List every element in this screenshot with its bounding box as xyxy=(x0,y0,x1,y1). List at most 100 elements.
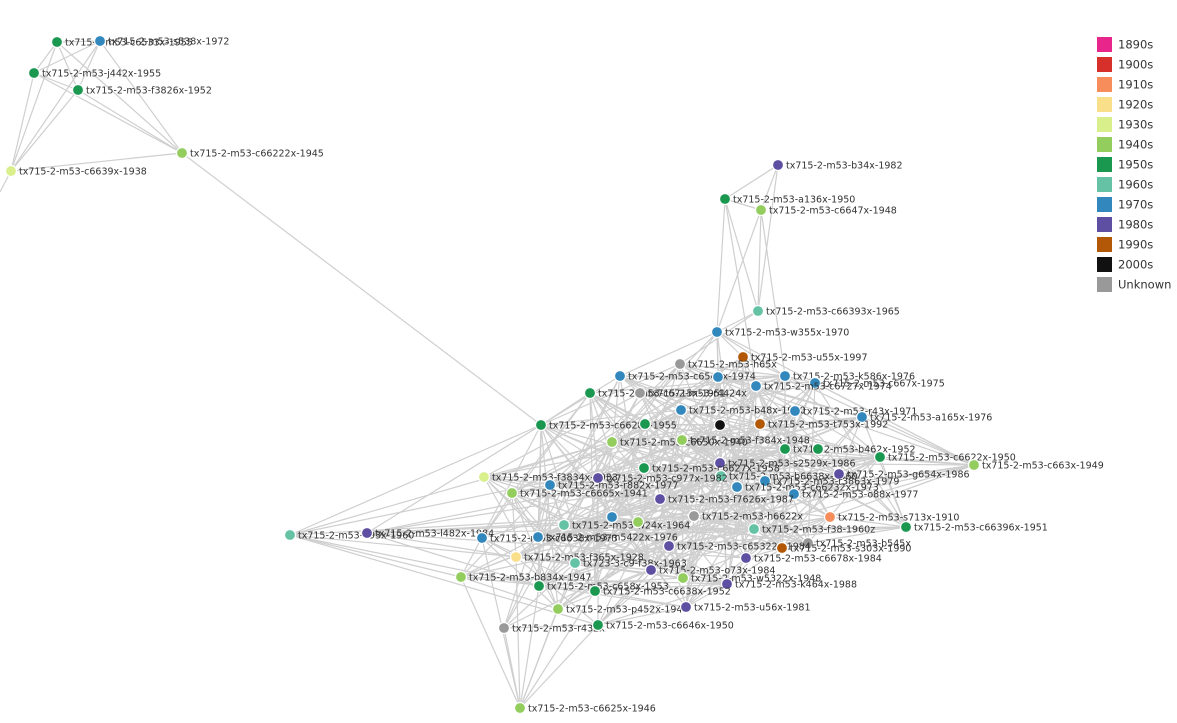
edge xyxy=(594,423,646,592)
edge xyxy=(549,484,661,500)
node-label: tx715-2-m53-c66396x-1951 xyxy=(914,523,1048,534)
edge xyxy=(659,498,809,544)
node-label: tx715-2-m53-f3826x-1952 xyxy=(86,86,212,97)
edge xyxy=(716,209,762,333)
edge xyxy=(759,423,881,458)
edge xyxy=(289,416,863,536)
edge xyxy=(755,385,809,544)
edge xyxy=(736,486,809,544)
edge xyxy=(460,576,596,592)
legend-label: 1970s xyxy=(1118,198,1153,212)
node xyxy=(718,192,732,206)
legend-label: 1960s xyxy=(1118,178,1153,192)
legend-swatch xyxy=(1097,117,1112,132)
node-label: tx715-2-m53-c6678x-1984 xyxy=(754,554,882,565)
legend-swatch xyxy=(1097,217,1112,232)
edge xyxy=(10,41,58,172)
edge xyxy=(807,526,907,544)
edge xyxy=(511,416,863,494)
node xyxy=(509,550,523,564)
node xyxy=(967,458,981,472)
edge xyxy=(716,331,786,377)
edge xyxy=(511,492,670,547)
edge xyxy=(10,89,79,172)
legend-label: 2000s xyxy=(1118,258,1153,272)
node-label: tx715-2-m53-w5322x-1948 xyxy=(691,574,821,585)
node xyxy=(679,600,693,614)
edge xyxy=(366,375,621,534)
edge xyxy=(682,516,831,579)
edge xyxy=(483,476,613,518)
edge xyxy=(619,375,719,378)
edge xyxy=(639,392,796,412)
node-label: tx715-2-m53-c977x-1982 xyxy=(606,474,728,485)
node xyxy=(568,556,582,570)
edge xyxy=(650,516,831,571)
node xyxy=(754,203,768,217)
node xyxy=(747,522,761,536)
node xyxy=(583,386,597,400)
legend: 1890s 1900s 1910s 1920s 1930s 1940s 1950s 1960s… xyxy=(1097,37,1171,292)
node xyxy=(899,520,913,534)
legend-swatch xyxy=(1097,177,1112,192)
edge xyxy=(515,556,521,709)
legend-swatch xyxy=(1097,37,1112,52)
node-label: tx715-2-m53-o73x-1984 xyxy=(659,566,775,577)
node-label: tx715-2-m53-c667x-1975 xyxy=(823,379,945,390)
legend-label: 1890s xyxy=(1118,38,1153,52)
node-label: tx715-2-m53-b48x-1970 xyxy=(689,406,806,417)
node xyxy=(753,417,767,431)
node xyxy=(50,35,64,49)
legend-swatch xyxy=(1097,137,1112,152)
edge xyxy=(540,424,613,518)
edge xyxy=(10,72,35,172)
edge xyxy=(685,583,728,608)
edge xyxy=(77,40,101,91)
edge xyxy=(540,392,591,426)
edge xyxy=(764,480,831,518)
edge xyxy=(611,424,721,443)
edge xyxy=(757,209,762,312)
edge xyxy=(574,515,695,564)
edge xyxy=(10,152,183,172)
edge xyxy=(659,439,683,500)
edge xyxy=(538,493,795,587)
node xyxy=(283,528,297,542)
node-label: tx715-2-m53-s538x-1972 xyxy=(108,37,229,48)
edge xyxy=(574,545,670,564)
edge xyxy=(589,375,786,394)
node xyxy=(505,486,519,500)
edge xyxy=(511,441,613,494)
node xyxy=(477,470,491,484)
edge xyxy=(33,72,79,91)
edge xyxy=(511,492,596,592)
edge xyxy=(511,448,819,494)
edge xyxy=(481,392,591,539)
node xyxy=(739,551,753,565)
legend-swatch xyxy=(1097,57,1112,72)
edge xyxy=(742,356,786,377)
edge xyxy=(611,423,646,518)
edge xyxy=(540,409,682,426)
edge xyxy=(611,376,719,518)
node xyxy=(736,350,750,364)
node xyxy=(638,417,652,431)
node-label: tx715-2-m53-a93x-1960 xyxy=(298,531,414,542)
edge xyxy=(511,492,661,500)
edge xyxy=(56,41,183,154)
node-label: tx715-2-m53-s2529x-1986 xyxy=(728,459,856,470)
legend-label: 1910s xyxy=(1118,78,1153,92)
edge xyxy=(680,409,761,425)
node-label: tx715-2-m53-s303x-1990 xyxy=(790,544,911,555)
edge xyxy=(537,441,613,538)
edge xyxy=(537,536,540,587)
edge xyxy=(611,416,863,443)
edge xyxy=(574,441,613,564)
node-label: tx715-2-m53-k464x-1988 xyxy=(735,580,857,591)
node xyxy=(644,563,658,577)
node-label: tx715-2-m53-c66393x-1965 xyxy=(766,307,900,318)
edge xyxy=(538,577,684,587)
node-label: tx715-2-m53-f384x-1948 xyxy=(690,436,810,447)
edge xyxy=(503,562,576,629)
node-label: tx715-2-m53-c66222x-1945 xyxy=(190,149,324,160)
